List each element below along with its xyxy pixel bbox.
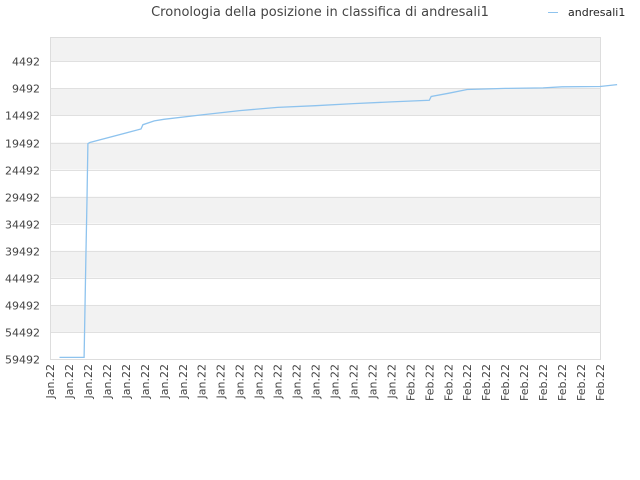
series-layer	[59, 83, 618, 359]
x-tick-label: Jan.22	[101, 364, 114, 399]
y-tick-label: 44492	[5, 273, 40, 286]
legend-swatch	[548, 12, 558, 13]
y-tick-label: 14492	[5, 110, 40, 123]
x-tick-label: Feb.22	[594, 364, 607, 401]
x-axis: Jan.22 Jan.22 Jan.22 Jan.22 Jan.22 Jan.22 Jan.…	[44, 364, 607, 401]
legend: andresali1	[548, 6, 625, 19]
y-axis: 4492 9492 14492 19492 24492 29492 34492 39492 44…	[5, 56, 40, 367]
x-tick-label: Feb.22	[404, 364, 417, 401]
x-tick-label: Jan.22	[158, 364, 171, 399]
legend-label: andresali1	[568, 6, 626, 19]
plot-band	[50, 142, 600, 170]
plot-band	[50, 277, 600, 305]
x-tick-label: Feb.22	[556, 364, 569, 401]
x-tick-label: Jan.22	[82, 364, 95, 399]
x-tick-label: Jan.22	[253, 364, 266, 399]
x-tick-label: Feb.22	[480, 364, 493, 401]
x-tick-label: Jan.22	[177, 364, 190, 399]
plot-frame	[50, 37, 601, 360]
y-tick-label: 29492	[5, 192, 40, 205]
plot-band	[50, 223, 600, 251]
x-tick-label: Feb.22	[499, 364, 512, 401]
grid-lines	[50, 61, 600, 360]
plot-band	[50, 115, 600, 143]
y-tick-label: 34492	[5, 219, 40, 232]
plot-band	[50, 304, 600, 332]
plot-band	[50, 331, 600, 359]
x-tick-label: Jan.22	[215, 364, 228, 399]
chart-title: Cronologia della posizione in classifica…	[151, 5, 489, 20]
x-tick-label: Feb.22	[518, 364, 531, 401]
y-tick-label: 54492	[5, 327, 40, 340]
x-tick-label: Jan.22	[139, 364, 152, 399]
plot-band	[50, 196, 600, 224]
x-tick-label: Jan.22	[44, 364, 57, 399]
x-tick-label: Jan.22	[63, 364, 76, 399]
x-tick-label: Feb.22	[575, 364, 588, 401]
plot-band	[50, 37, 600, 62]
plot-bands	[50, 37, 600, 359]
x-tick-label: Jan.22	[120, 364, 133, 399]
plot-band	[50, 61, 600, 89]
y-tick-label: 49492	[5, 300, 40, 313]
x-tick-label: Jan.22	[291, 364, 304, 399]
x-tick-label: Jan.22	[328, 364, 341, 399]
x-tick-label: Jan.22	[196, 364, 209, 399]
plot-band	[50, 169, 600, 197]
x-tick-label: Jan.22	[272, 364, 285, 399]
x-tick-label: Feb.22	[423, 364, 436, 401]
y-tick-label: 4492	[12, 56, 40, 69]
y-tick-label: 9492	[12, 83, 40, 96]
x-tick-label: Jan.22	[366, 364, 379, 399]
y-tick-label: 59492	[5, 354, 40, 367]
y-tick-label: 24492	[5, 165, 40, 178]
plot-band	[50, 250, 600, 278]
x-tick-label: Feb.22	[461, 364, 474, 401]
x-tick-label: Jan.22	[385, 364, 398, 399]
y-tick-label: 19492	[5, 138, 40, 151]
plot-band	[50, 88, 600, 116]
x-tick-label: Jan.22	[310, 364, 323, 399]
x-tick-label: Feb.22	[442, 364, 455, 401]
x-tick-label: Feb.22	[537, 364, 550, 401]
series-line-andresali1	[59, 83, 618, 359]
y-tick-label: 39492	[5, 246, 40, 259]
x-tick-label: Jan.22	[347, 364, 360, 399]
x-tick-label: Jan.22	[234, 364, 247, 399]
